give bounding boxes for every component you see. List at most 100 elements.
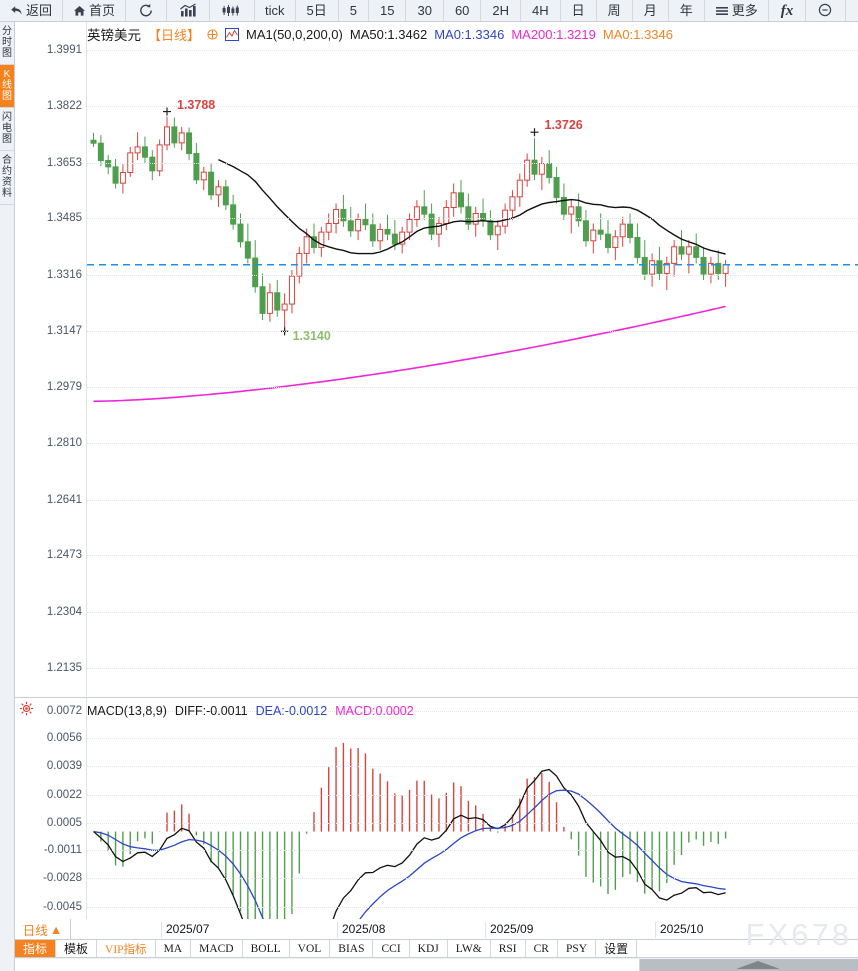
gridline bbox=[87, 162, 858, 164]
tick-button[interactable]: tick bbox=[255, 0, 296, 21]
more-button[interactable]: 更多 bbox=[704, 0, 769, 21]
y-axis-tick-label: 1.2810 bbox=[46, 437, 82, 450]
hamburger-icon bbox=[715, 5, 729, 17]
period-60-button[interactable]: 60 bbox=[443, 0, 482, 21]
y-axis-tick-label: 1.3991 bbox=[46, 43, 82, 56]
date-axis: 日线 ▲ 2025/07 2025/08 2025/09 2025/10 bbox=[15, 919, 858, 940]
tab-indicators[interactable]: 指标 bbox=[15, 940, 57, 957]
gridline bbox=[87, 49, 858, 51]
chart-settings-icon[interactable] bbox=[225, 27, 240, 41]
period-label: 日 bbox=[571, 2, 585, 18]
period-label: 15 bbox=[380, 2, 395, 18]
period-15-button[interactable]: 15 bbox=[369, 0, 407, 21]
x-axis-tick-label: 2025/10 bbox=[655, 922, 703, 938]
tab-vip-indicators[interactable]: VIP指标 bbox=[97, 940, 156, 957]
x-axis-tick-label: 2025/08 bbox=[337, 922, 385, 938]
macd-macd-value: MACD:0.0002 bbox=[335, 704, 414, 718]
period-label: 5日 bbox=[306, 2, 327, 18]
period-low-label: 1.3140 bbox=[292, 329, 331, 344]
tab-cr[interactable]: CR bbox=[526, 940, 558, 957]
more-label: 更多 bbox=[731, 2, 758, 18]
price-chart-panel[interactable]: 1.3991 1.3822 1.3653 1.3485 1.3316 1.3147 1.29… bbox=[15, 22, 858, 696]
macd-panel[interactable]: 0.0072 0.0056 0.0039 0.0022 0.0005 -0.0011 -0.… bbox=[15, 697, 858, 920]
macd-y-axis-tick-label: 0.0022 bbox=[46, 788, 82, 801]
scrollbar-thumb[interactable] bbox=[15, 959, 640, 971]
left-sidebar: 分时图 K线图 闪电图 合约资料 bbox=[0, 22, 15, 971]
tab-cci[interactable]: CCI bbox=[373, 940, 410, 957]
tab-settings[interactable]: 设置 bbox=[596, 940, 638, 957]
zoom-in-button[interactable] bbox=[846, 0, 858, 21]
period-4h-button[interactable]: 4H bbox=[521, 0, 561, 21]
formula-button[interactable]: fx bbox=[768, 0, 807, 21]
period-label: 5 bbox=[349, 2, 357, 18]
macd-y-axis-tick-label: 0.0072 bbox=[46, 705, 82, 718]
back-button[interactable]: 返回 bbox=[0, 0, 64, 21]
ma200-value: MA200:1.3219 bbox=[511, 26, 596, 42]
period-5-button[interactable]: 5 bbox=[338, 0, 369, 21]
barchart-button[interactable] bbox=[167, 0, 211, 21]
ma50-value: MA50:1.3462 bbox=[349, 26, 428, 42]
price-y-axis: 1.3991 1.3822 1.3653 1.3485 1.3316 1.3147 1.29… bbox=[15, 22, 86, 696]
tab-boll[interactable]: BOLL bbox=[243, 940, 290, 957]
ma-params-label: MA1(50,0,200,0) bbox=[246, 26, 343, 42]
period-2h-button[interactable]: 2H bbox=[481, 0, 522, 21]
sidebar-item-kline[interactable]: K线图 bbox=[0, 65, 14, 108]
tab-lwr[interactable]: LW& bbox=[448, 940, 491, 957]
refresh-button[interactable] bbox=[126, 0, 168, 21]
fx-label: fx bbox=[780, 2, 794, 19]
y-axis-tick-label: 1.2979 bbox=[46, 380, 82, 393]
period-week-button[interactable]: 周 bbox=[596, 0, 633, 21]
zoom-out-button[interactable] bbox=[806, 0, 847, 21]
tab-kdj[interactable]: KDJ bbox=[410, 940, 448, 957]
period-5d-button[interactable]: 5日 bbox=[295, 0, 339, 21]
horizontal-scrollbar[interactable] bbox=[15, 958, 858, 971]
y-axis-tick-label: 1.2473 bbox=[46, 549, 82, 562]
tab-ma[interactable]: MA bbox=[156, 940, 192, 957]
candlestick-button[interactable] bbox=[210, 0, 256, 21]
macd-y-axis: 0.0072 0.0056 0.0039 0.0022 0.0005 -0.0011 -0.… bbox=[15, 698, 86, 920]
macd-plot-area[interactable] bbox=[86, 698, 858, 920]
tab-macd[interactable]: MACD bbox=[191, 940, 243, 957]
period-year-button[interactable]: 年 bbox=[668, 0, 705, 21]
back-label: 返回 bbox=[26, 2, 53, 18]
gridline bbox=[87, 711, 858, 713]
ma0-secondary-value: MA0:1.3346 bbox=[602, 26, 673, 42]
gridline bbox=[87, 794, 858, 796]
tab-rsi[interactable]: RSI bbox=[491, 940, 526, 957]
period-label: 4H bbox=[532, 2, 549, 18]
gridline bbox=[87, 331, 858, 333]
period-day-button[interactable]: 日 bbox=[560, 0, 597, 21]
period-month-button[interactable]: 月 bbox=[632, 0, 669, 21]
tab-bias[interactable]: BIAS bbox=[330, 940, 374, 957]
home-icon bbox=[73, 5, 86, 17]
sidebar-item-contract-info[interactable]: 合约资料 bbox=[0, 151, 14, 205]
macd-legend: MACD(13,8,9) DIFF:-0.0011 DEA:-0.0012 MA… bbox=[87, 703, 414, 719]
tab-psy[interactable]: PSY bbox=[558, 940, 597, 957]
gridline bbox=[87, 386, 858, 388]
macd-dea-value: DEA:-0.0012 bbox=[255, 704, 328, 718]
price-plot-area[interactable]: 1.3788 1.3726 1.3140 bbox=[86, 22, 858, 696]
macd-y-axis-tick-label: -0.0011 bbox=[43, 843, 82, 856]
macd-chart bbox=[93, 742, 727, 920]
home-button[interactable]: 首页 bbox=[63, 0, 127, 21]
period-selector-badge[interactable]: 日线 ▲ bbox=[15, 919, 71, 940]
triangle-up-icon[interactable] bbox=[728, 960, 788, 971]
gridline bbox=[87, 738, 858, 740]
y-axis-tick-label: 1.2641 bbox=[46, 493, 82, 506]
period-high-label: 1.3788 bbox=[177, 97, 216, 112]
gridline bbox=[87, 555, 858, 557]
period-label: 年 bbox=[679, 2, 693, 18]
tab-vol[interactable]: VOL bbox=[290, 940, 331, 957]
y-axis-tick-label: 1.2304 bbox=[46, 605, 82, 618]
period-30-button[interactable]: 30 bbox=[406, 0, 444, 21]
add-circle-icon[interactable] bbox=[207, 28, 218, 40]
sidebar-item-timeshare[interactable]: 分时图 bbox=[0, 22, 14, 65]
tab-templates[interactable]: 模板 bbox=[56, 940, 98, 957]
sun-icon[interactable] bbox=[19, 701, 34, 716]
macd-y-axis-tick-label: -0.0045 bbox=[42, 900, 82, 913]
sidebar-item-lightning[interactable]: 闪电图 bbox=[0, 108, 14, 151]
secondary-high-label: 1.3726 bbox=[544, 118, 583, 133]
gridline bbox=[87, 849, 858, 851]
gridline bbox=[87, 611, 858, 613]
gridline bbox=[87, 443, 858, 445]
